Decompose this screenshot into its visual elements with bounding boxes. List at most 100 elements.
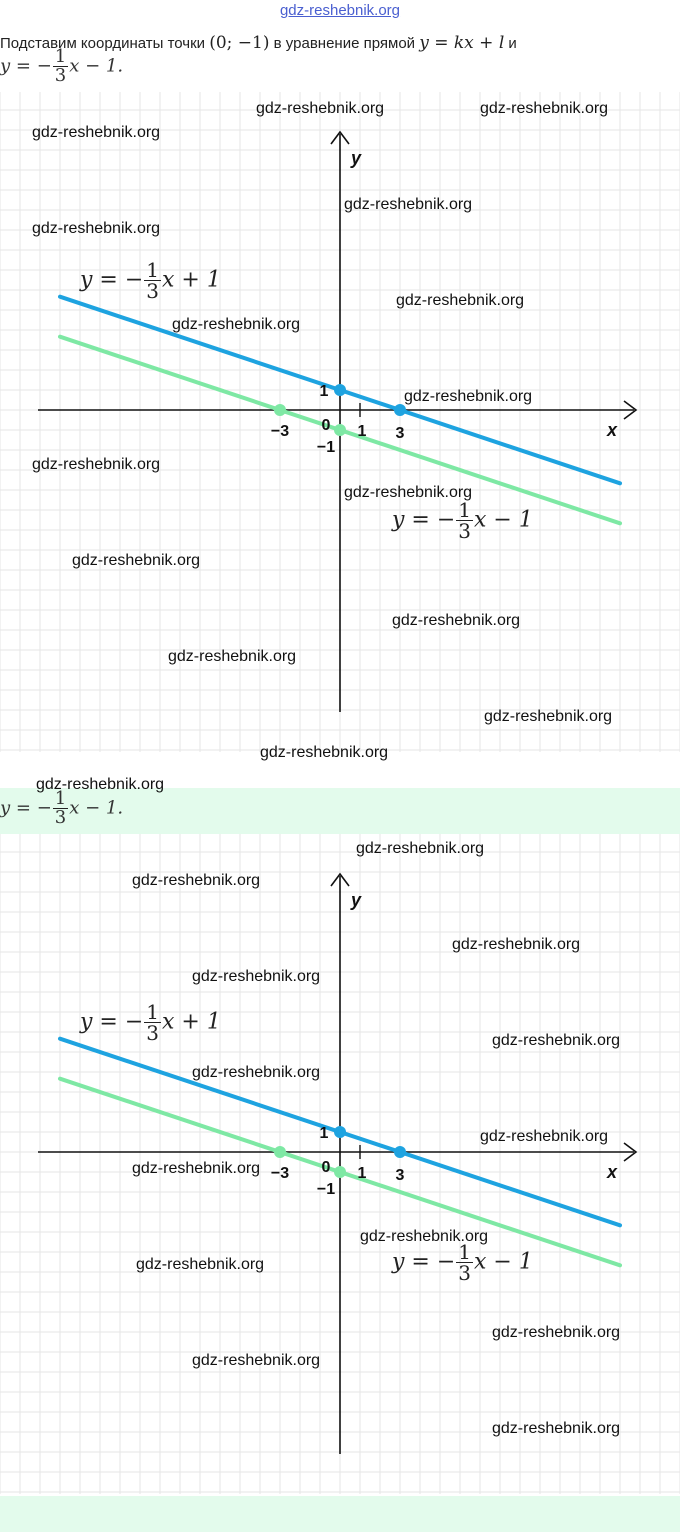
watermark-text: gdz-reshebnik.org (36, 776, 165, 793)
fraction-numerator: 1 (456, 1240, 474, 1264)
label-rhs: x + 1 (162, 1009, 221, 1035)
intro-prefix: Подставим координаты точки (0, 35, 210, 52)
bottom-band (0, 1496, 680, 1532)
label-line-blue: y = −1 3 x + 1 (80, 1002, 221, 1043)
watermark-text: gdz-reshebnik.org (132, 1160, 261, 1177)
label-rhs: x + 1 (162, 267, 221, 293)
watermark-text: gdz-reshebnik.org (492, 1420, 621, 1437)
point-blue-3-0 (394, 404, 406, 416)
watermark-text: gdz-reshebnik.org (480, 1128, 609, 1145)
intro-equation: y = −1 3 x − 1. (0, 48, 123, 85)
fraction-denominator: 3 (458, 519, 472, 543)
watermark-text: gdz-reshebnik.org (260, 744, 389, 761)
point-green-0-neg1 (334, 1166, 346, 1178)
y-axis-arrow (330, 872, 350, 887)
intro-suffix: и (504, 35, 517, 52)
watermark-text: gdz-reshebnik.org (492, 1032, 621, 1049)
y-axis-arrow (330, 130, 350, 145)
x-axis-label: x (606, 420, 618, 440)
origin-label: 0 (322, 417, 331, 434)
intro-line: Подставим координаты точки (0; −1) в ура… (0, 32, 517, 55)
fraction-numerator: 1 (52, 46, 69, 67)
watermark-text: gdz-reshebnik.org (192, 968, 321, 985)
label-line-green: y = −1 3 x − 1 (392, 500, 533, 541)
x-axis-label: x (606, 1162, 618, 1182)
label-lhs: y = − (392, 1249, 456, 1275)
watermark-text: gdz-reshebnik.org (360, 1228, 489, 1245)
watermark-text: gdz-reshebnik.org (396, 292, 525, 309)
fraction-numerator: 1 (456, 498, 474, 522)
watermark-text: gdz-reshebnik.org (192, 1352, 321, 1369)
watermark-text: gdz-reshebnik.org (192, 1064, 321, 1081)
answer-band: y = −1 3 x − 1. (0, 788, 680, 834)
answer-equation-lhs: y = − (0, 797, 52, 819)
fraction-numerator: 1 (144, 258, 162, 282)
tick-label-y-1: 1 (320, 383, 329, 400)
point-blue-0-1 (334, 1126, 346, 1138)
watermark-text: gdz-reshebnik.org (392, 612, 521, 629)
tick-label-y-neg1: −1 (317, 1181, 335, 1198)
answer-equation-rhs: x − 1. (69, 797, 124, 819)
tick-label-x-1: 1 (358, 1165, 367, 1182)
fraction-denominator: 3 (54, 807, 67, 828)
watermark-text: gdz-reshebnik.org (72, 552, 201, 569)
tick-label-x-3: 3 (396, 1167, 405, 1184)
watermark-text: gdz-reshebnik.org (136, 1256, 265, 1273)
watermark-text: gdz-reshebnik.org (132, 872, 261, 889)
label-lhs: y = − (392, 507, 456, 533)
watermark-text: gdz-reshebnik.org (484, 708, 613, 725)
watermark-text: gdz-reshebnik.org (32, 456, 161, 473)
watermark-text: gdz-reshebnik.org (168, 648, 297, 665)
intro-equation-rhs: x − 1. (69, 55, 124, 77)
tick-label-y-neg1: −1 (317, 439, 335, 456)
graph-svg-1: −3 1 31−10 xy (0, 92, 680, 752)
intro-equation-lhs: y = − (0, 55, 52, 77)
y-axis-label: y (350, 148, 362, 168)
origin-label: 0 (322, 1159, 331, 1176)
point-green-neg3-0 (274, 404, 286, 416)
watermark-text: gdz-reshebnik.org (480, 100, 609, 117)
fraction-denominator: 3 (146, 1021, 160, 1045)
point-blue-0-1 (334, 384, 346, 396)
watermark-text: gdz-reshebnik.org (344, 196, 473, 213)
fraction-denominator: 3 (146, 279, 160, 303)
tick-label-x-3: 3 (396, 425, 405, 442)
intro-middle: в уравнение прямой (269, 35, 420, 52)
fraction-numerator: 1 (144, 1000, 162, 1024)
label-lhs: y = − (80, 1009, 144, 1035)
watermark-text: gdz-reshebnik.org (492, 1324, 621, 1341)
watermark-text: gdz-reshebnik.org (356, 840, 485, 857)
point-green-neg3-0 (274, 1146, 286, 1158)
label-line-blue: y = −1 3 x + 1 (80, 260, 221, 301)
watermark-text: gdz-reshebnik.org (32, 220, 161, 237)
label-line-green: y = −1 3 x − 1 (392, 1242, 533, 1283)
fraction-denominator: 3 (458, 1261, 472, 1285)
site-link[interactable]: gdz-reshebnik.org (279, 2, 401, 19)
tick-label-x-neg3: −3 (271, 1165, 289, 1182)
tick-label-x-1: 1 (358, 423, 367, 440)
label-rhs: x − 1 (474, 1249, 533, 1275)
watermark-text: gdz-reshebnik.org (32, 124, 161, 141)
answer-equation: y = −1 3 x − 1. (0, 790, 123, 827)
fraction-denominator: 3 (54, 65, 67, 86)
x-axis-arrow (623, 400, 638, 420)
x-axis-arrow (623, 1142, 638, 1162)
point-blue-3-0 (394, 1146, 406, 1158)
intro-point: (0; −1) (209, 33, 270, 53)
label-rhs: x − 1 (474, 507, 533, 533)
label-lhs: y = − (80, 267, 144, 293)
graph-svg-2: −3 1 31−10 xy (0, 834, 680, 1494)
watermark-text: gdz-reshebnik.org (452, 936, 581, 953)
y-axis-label: y (350, 890, 362, 910)
watermark-text: gdz-reshebnik.org (344, 484, 473, 501)
watermark-text: gdz-reshebnik.org (172, 316, 301, 333)
intro-general-equation: y = kx + l (419, 33, 505, 53)
